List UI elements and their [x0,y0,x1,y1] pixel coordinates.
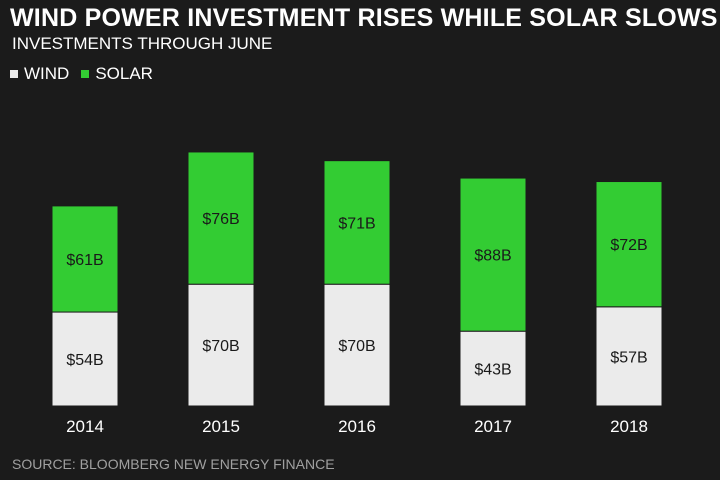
data-label-solar-2016: $71B [338,215,375,232]
bar-solar-2014 [51,205,119,313]
data-label-wind-2018: $57B [610,349,647,366]
x-tick-label-2014: 2014 [66,417,104,436]
bar-solar-2016 [323,160,391,285]
legend-swatch-wind [10,70,18,78]
data-label-solar-2017: $88B [474,248,511,265]
data-label-wind-2016: $70B [338,338,375,355]
source-note: SOURCE: BLOOMBERG NEW ENERGY FINANCE [12,456,335,472]
x-tick-label-2018: 2018 [610,417,648,436]
legend-swatch-solar [81,70,90,78]
x-tick-label-2017: 2017 [474,417,512,436]
data-label-wind-2017: $43B [474,362,511,379]
chart-title: WIND POWER INVESTMENT RISES WHILE SOLAR … [10,4,718,32]
bar-wind-2016 [323,283,391,407]
bar-wind-2018 [595,306,663,407]
x-tick-label-2015: 2015 [202,417,240,436]
bar-solar-2018 [595,181,663,308]
chart-subtitle: INVESTMENTS THROUGH JUNE [12,34,273,53]
bar-solar-2015 [187,151,255,285]
data-label-solar-2015: $76B [202,211,239,228]
data-label-wind-2015: $70B [202,338,239,355]
legend-item-solar: SOLAR [81,64,153,84]
legend: WIND SOLAR [10,64,165,84]
legend-item-wind: WIND [10,64,69,84]
bar-solar-2017 [459,177,527,332]
data-label-wind-2014: $54B [66,352,103,369]
data-label-solar-2018: $72B [610,237,647,254]
legend-label-solar: SOLAR [95,64,153,83]
x-tick-label-2016: 2016 [338,417,376,436]
bar-wind-2017 [459,330,527,407]
legend-label-wind: WIND [24,64,70,83]
bar-wind-2015 [187,283,255,407]
data-label-solar-2014: $61B [66,252,103,269]
